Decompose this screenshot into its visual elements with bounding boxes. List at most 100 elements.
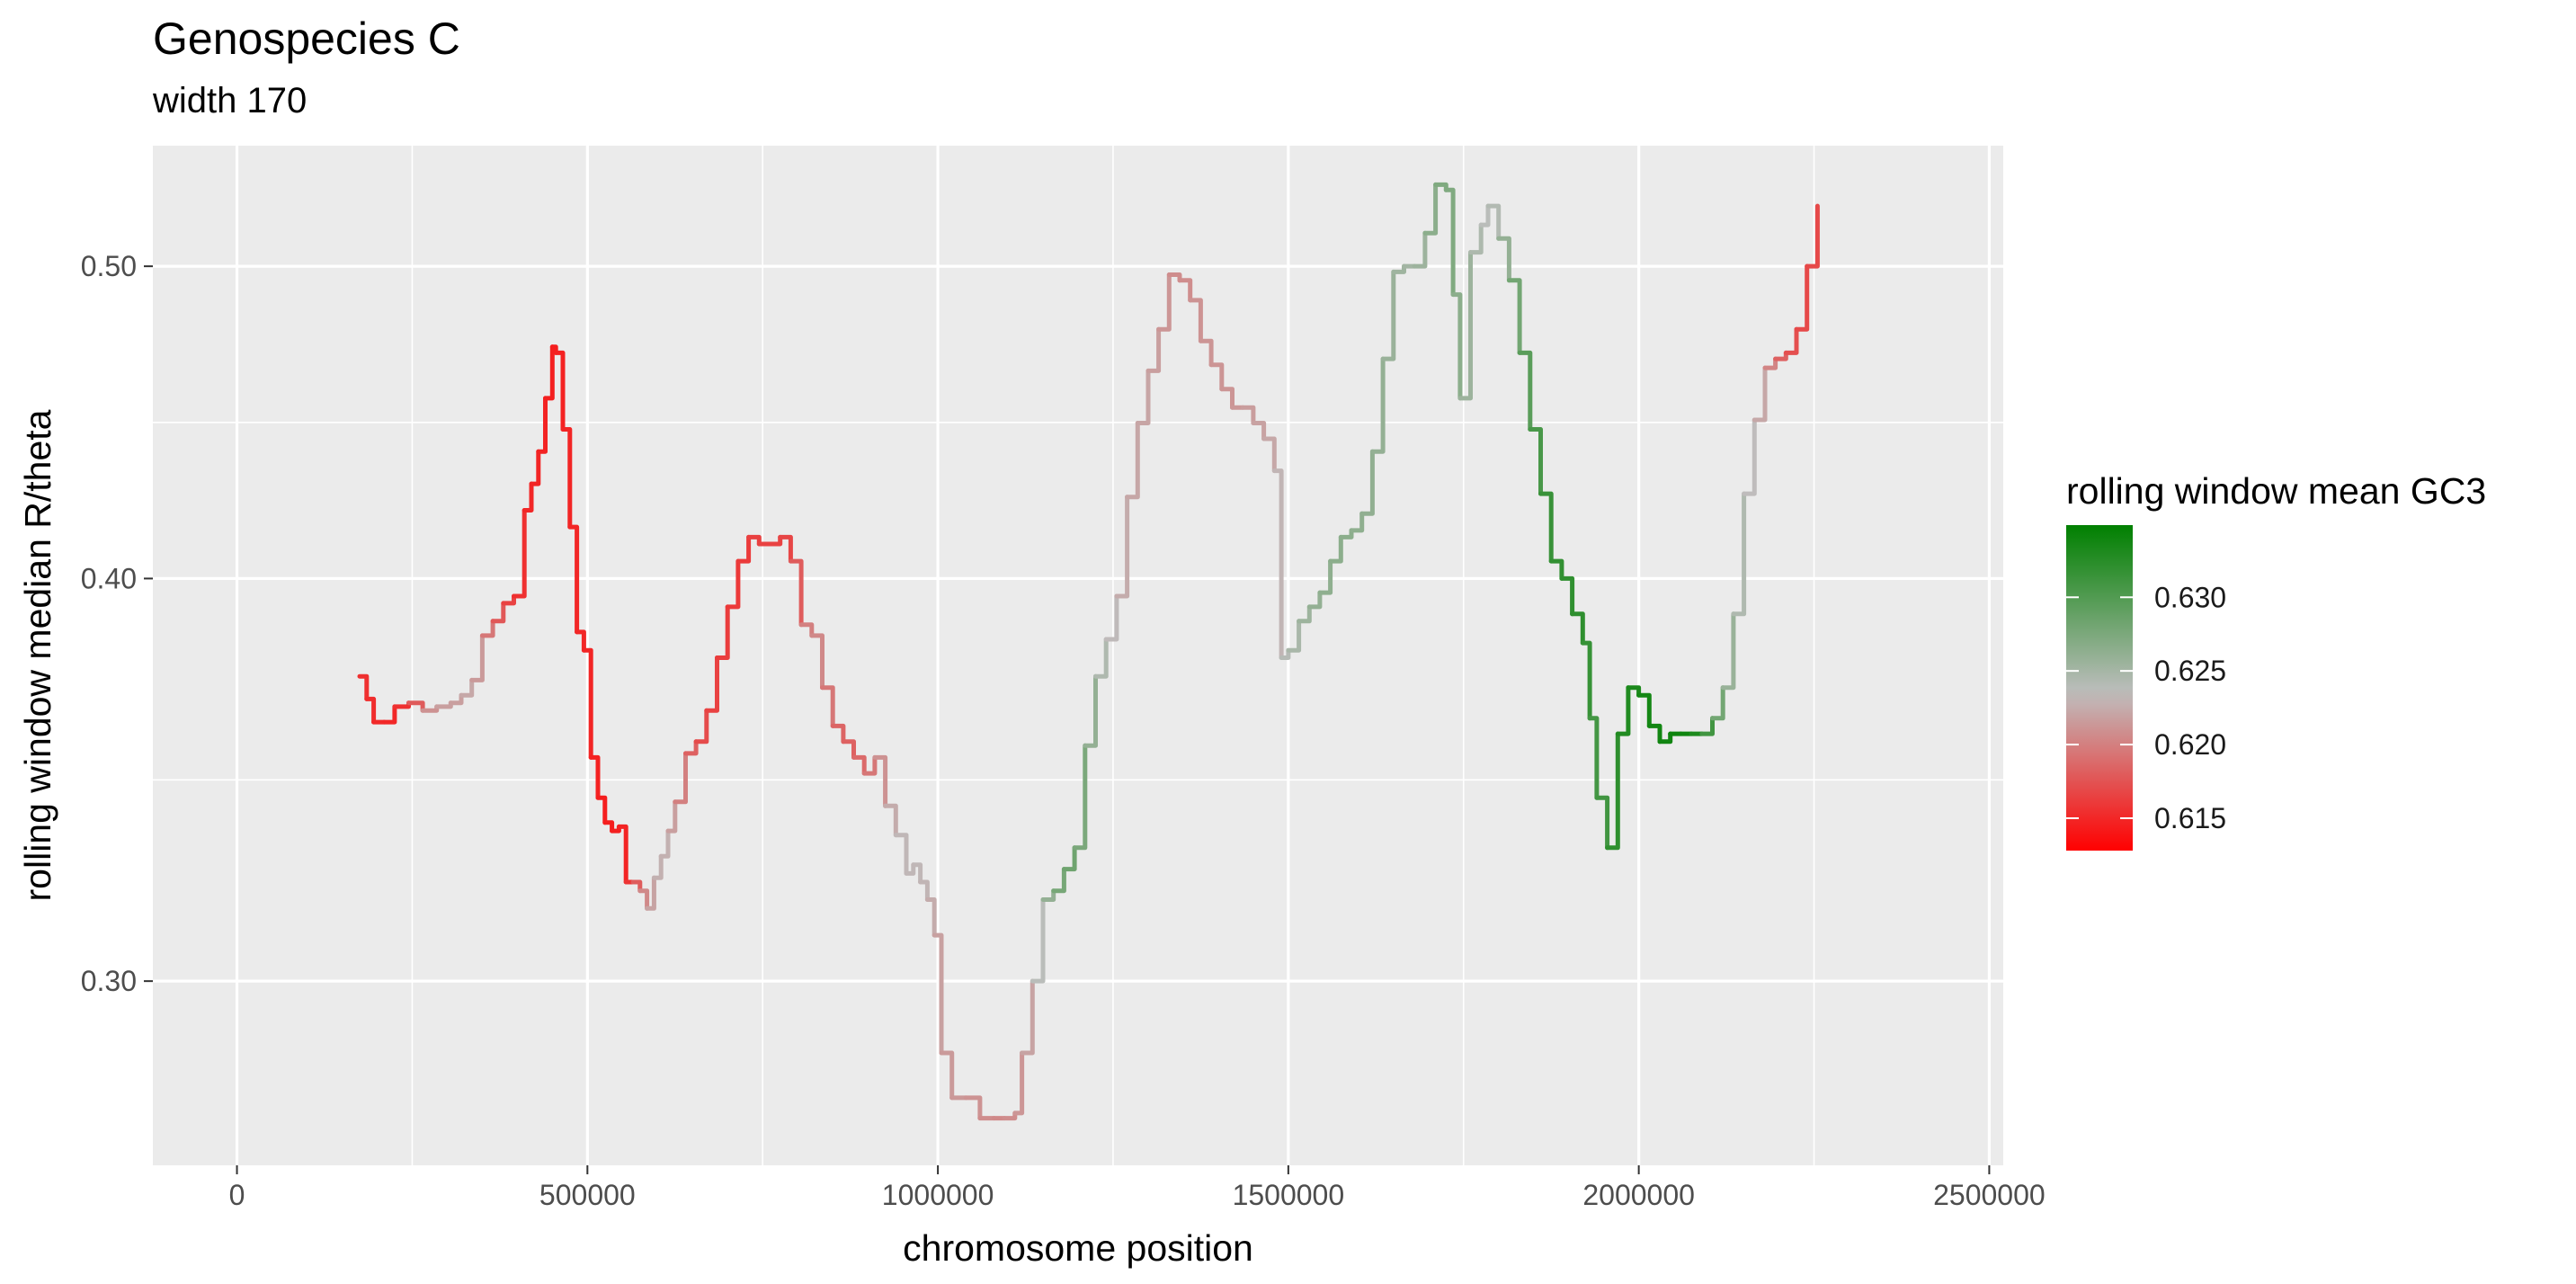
line-segment (357, 673, 370, 701)
line-segment (588, 754, 601, 800)
y-tick-label: 0.40 (81, 562, 137, 594)
line-segment (581, 647, 593, 760)
legend-break-label: 0.615 (2154, 802, 2226, 834)
line-segment (1646, 723, 1662, 745)
line-segment (1271, 468, 1284, 660)
line-segment (1657, 731, 1673, 745)
line-segment (788, 558, 804, 628)
line-segment (673, 751, 688, 805)
line-segment (459, 677, 475, 698)
line-segment (1093, 637, 1109, 679)
line-segment (1030, 897, 1046, 984)
line-segment (1240, 405, 1256, 425)
line-segment (406, 700, 425, 713)
line-segment (1794, 263, 1810, 332)
line-segment (1261, 436, 1277, 474)
line-segment (1538, 491, 1554, 564)
line-segment (567, 524, 580, 635)
line-segment (1145, 326, 1162, 373)
x-tick-label: 2000000 (1582, 1179, 1695, 1211)
line-segment (1125, 421, 1140, 500)
x-tick-label: 0 (229, 1179, 245, 1211)
line-segment (1279, 647, 1291, 660)
line-segment (1317, 558, 1333, 595)
line-segment (479, 619, 495, 638)
legend-break-label: 0.630 (2154, 581, 2226, 613)
line-segment (798, 622, 815, 638)
line-segment (1699, 716, 1715, 736)
line-segment (553, 350, 566, 432)
line-segment (963, 1095, 983, 1121)
line-segment (1559, 575, 1575, 617)
line-segment (883, 803, 898, 838)
line-segment (1710, 685, 1725, 721)
line-segment (715, 604, 730, 660)
line-segment (1103, 593, 1119, 642)
line-segment (1156, 272, 1172, 332)
line-segment (630, 879, 643, 894)
line-segment (1012, 1050, 1025, 1116)
minor-gridlines (153, 146, 2003, 1165)
line-segment (645, 875, 656, 911)
line-segment (1626, 685, 1642, 698)
line-segment (512, 508, 527, 599)
line-segment (924, 897, 937, 938)
line-segment (602, 820, 615, 834)
line-segment (704, 655, 719, 713)
line-segment (1369, 356, 1386, 454)
line-segment (521, 481, 534, 513)
line-segment (595, 795, 608, 825)
line-segment (1587, 716, 1600, 800)
line-segment (725, 558, 741, 610)
line-segment (658, 828, 671, 859)
line-segment (637, 888, 650, 911)
line-segment (501, 593, 516, 606)
line-segment (651, 853, 664, 880)
line-segment (1412, 230, 1428, 269)
line-segment (1570, 611, 1585, 646)
line-segment (1605, 731, 1620, 851)
line-segment (1422, 182, 1439, 236)
line-segment (1177, 278, 1193, 303)
line-segment (1083, 673, 1098, 748)
chart-title: Genospecies C (153, 13, 460, 64)
x-tick-label: 500000 (539, 1179, 636, 1211)
line-segment (1135, 368, 1151, 425)
line-segment (1286, 619, 1302, 653)
line-segment (861, 754, 878, 776)
line-segment (1636, 692, 1652, 728)
line-segment (1720, 611, 1736, 691)
line-segment (364, 696, 377, 725)
legend-break-label: 0.625 (2154, 655, 2226, 687)
line-segment (1072, 743, 1088, 851)
x-tick-label: 1500000 (1233, 1179, 1345, 1211)
line-segment (1594, 795, 1610, 851)
line-segment (1061, 845, 1077, 872)
line-segment (1468, 222, 1484, 255)
line-segment (1517, 350, 1533, 432)
line-segment (536, 396, 548, 454)
line-segment (1548, 558, 1564, 581)
legend-title: rolling window mean GC3 (2066, 470, 2486, 512)
line-segment (665, 799, 678, 834)
line-segment (1457, 250, 1473, 401)
line-segment (1752, 365, 1768, 423)
y-axis: 0.30 0.40 0.50 (81, 250, 153, 997)
line-segment (1478, 203, 1491, 227)
line-segment (490, 601, 506, 624)
plot-panel-background (153, 146, 2003, 1165)
line-segment (1349, 511, 1365, 533)
legend-break-label: 0.620 (2154, 728, 2226, 761)
line-segment (1040, 888, 1056, 902)
line-segment (1297, 604, 1312, 624)
line-segment (1496, 236, 1511, 283)
line-segment (693, 708, 709, 745)
line-segment (1485, 203, 1502, 241)
line-segment (1615, 685, 1631, 736)
line-segment (1020, 978, 1035, 1056)
line-segment (616, 824, 628, 885)
series-line (357, 182, 1820, 1121)
line-segment (1450, 292, 1463, 401)
x-axis: 0 500000 1000000 1500000 2000000 2500000 (229, 1165, 2046, 1211)
line-segment (746, 534, 762, 547)
